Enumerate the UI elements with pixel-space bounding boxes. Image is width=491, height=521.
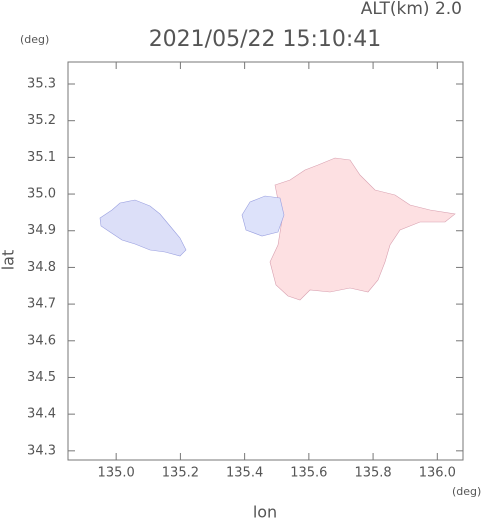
x-tick-label: 135.2 bbox=[162, 466, 199, 481]
y-axis-label: lat bbox=[0, 250, 18, 271]
y-tick-label: 34.7 bbox=[27, 297, 56, 312]
x-tick-label: 136.0 bbox=[419, 466, 456, 481]
echo-east bbox=[269, 157, 456, 301]
x-tick-label: 135.6 bbox=[290, 466, 327, 481]
y-tick-label: 34.5 bbox=[27, 370, 56, 385]
y-unit: (deg) bbox=[20, 33, 49, 46]
echo-east-approach bbox=[241, 195, 285, 237]
y-tick-label: 35.2 bbox=[27, 113, 56, 128]
y-tick-label: 34.4 bbox=[27, 407, 56, 422]
y-tick-label: 35.0 bbox=[27, 187, 56, 202]
y-tick-label: 34.3 bbox=[27, 443, 56, 458]
y-tick-label: 34.9 bbox=[27, 223, 56, 238]
x-tick-label: 135.8 bbox=[354, 466, 391, 481]
plot-frame bbox=[67, 61, 464, 461]
altitude-label: ALT(km) 2.0 bbox=[361, 0, 462, 19]
y-tick-label: 34.6 bbox=[27, 333, 56, 348]
x-axis-label: lon bbox=[253, 503, 277, 521]
y-tick-label: 34.8 bbox=[27, 260, 56, 275]
x-tick-label: 135.4 bbox=[226, 466, 263, 481]
echoes bbox=[99, 157, 456, 301]
chart-title: 2021/05/22 15:10:41 bbox=[149, 27, 382, 52]
y-tick-label: 35.1 bbox=[27, 150, 56, 165]
y-tick-label: 35.3 bbox=[27, 77, 56, 92]
x-unit: (deg) bbox=[452, 485, 481, 498]
echo-west bbox=[99, 199, 187, 257]
x-tick-label: 135.0 bbox=[98, 466, 135, 481]
